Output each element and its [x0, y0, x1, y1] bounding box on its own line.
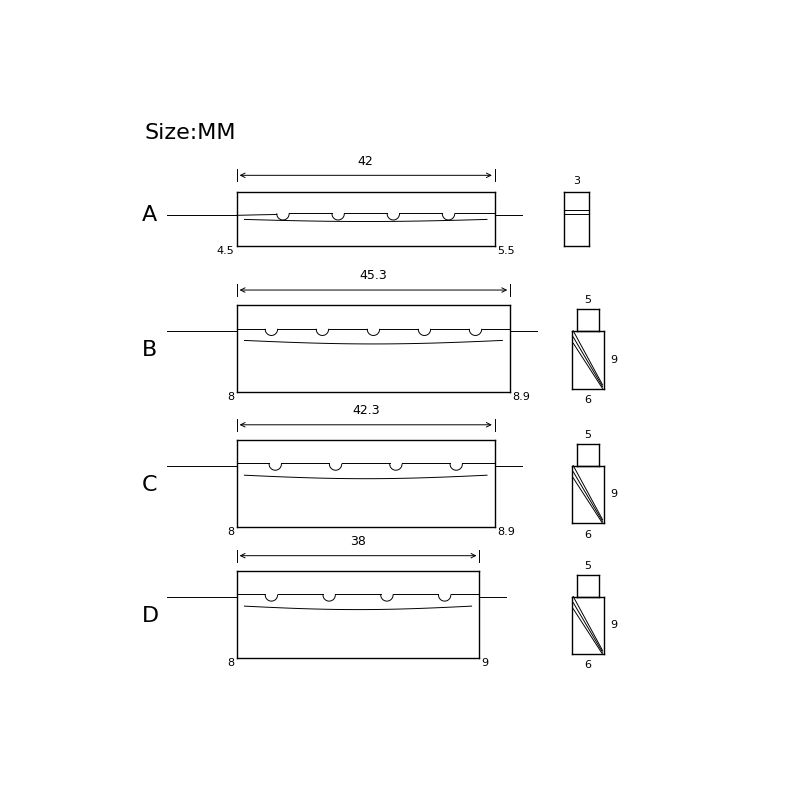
Text: 8: 8	[227, 393, 234, 402]
Text: 45.3: 45.3	[359, 270, 387, 282]
Text: D: D	[142, 606, 159, 626]
Text: 5: 5	[584, 430, 591, 440]
Text: B: B	[142, 340, 158, 360]
Text: 42: 42	[358, 154, 374, 168]
Text: 9: 9	[610, 490, 618, 499]
Text: 5: 5	[584, 561, 591, 571]
Text: 9: 9	[610, 354, 618, 365]
Text: 5.5: 5.5	[497, 246, 514, 256]
Text: 5: 5	[584, 295, 591, 306]
Text: 8: 8	[227, 527, 234, 538]
Text: 8: 8	[227, 658, 234, 668]
Text: 38: 38	[350, 535, 366, 548]
Text: 6: 6	[584, 530, 591, 539]
Text: 9: 9	[482, 658, 489, 668]
Text: 8.9: 8.9	[513, 393, 530, 402]
Text: 42.3: 42.3	[352, 404, 379, 417]
Text: 6: 6	[584, 661, 591, 670]
Text: C: C	[142, 475, 158, 495]
Text: 3: 3	[573, 176, 580, 186]
Text: 8.9: 8.9	[497, 527, 515, 538]
Text: Size:MM: Size:MM	[144, 123, 236, 143]
Text: 9: 9	[610, 620, 618, 630]
Text: 6: 6	[584, 394, 591, 405]
Text: 4.5: 4.5	[217, 246, 234, 256]
Text: A: A	[142, 206, 158, 226]
